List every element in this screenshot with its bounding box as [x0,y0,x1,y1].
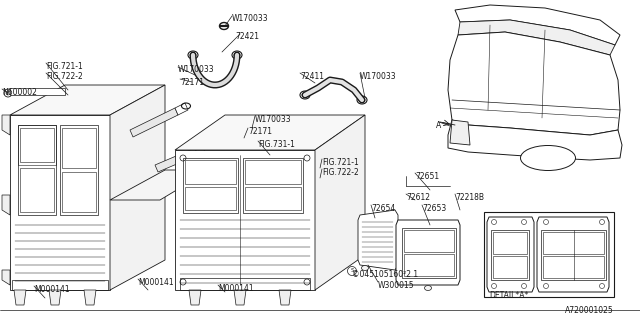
Polygon shape [2,270,10,285]
Polygon shape [10,88,65,95]
Text: ©045105160²2 1: ©045105160²2 1 [352,270,418,279]
Bar [245,187,301,210]
Polygon shape [175,115,365,150]
Text: W170033: W170033 [232,14,269,23]
Bar [543,232,604,254]
Text: S: S [350,268,354,274]
Text: 72218B: 72218B [455,193,484,202]
Text: 72612: 72612 [406,193,430,202]
Bar [402,228,456,278]
Text: N600002: N600002 [2,88,37,97]
Polygon shape [396,220,460,285]
Polygon shape [537,217,609,292]
Bar [62,128,96,168]
Bar [60,125,98,215]
Ellipse shape [520,146,575,171]
Text: M000141: M000141 [218,284,253,293]
Bar [12,280,108,290]
Polygon shape [455,5,620,45]
Text: 72411: 72411 [300,72,324,81]
Polygon shape [84,290,96,305]
Polygon shape [315,115,365,290]
Bar [185,187,236,210]
Polygon shape [175,103,188,115]
Polygon shape [189,290,201,305]
Text: 72651: 72651 [415,172,439,181]
Bar [404,230,454,252]
Ellipse shape [362,266,369,270]
Bar [493,256,527,278]
Polygon shape [110,170,210,200]
Bar [243,158,303,213]
Polygon shape [14,290,26,305]
Polygon shape [2,115,10,135]
Polygon shape [279,290,291,305]
Polygon shape [175,150,315,290]
Polygon shape [450,120,470,145]
Text: FIG.722-2: FIG.722-2 [322,168,359,177]
Text: FIG.721-1: FIG.721-1 [322,158,359,167]
Text: FIG.722-2: FIG.722-2 [46,72,83,81]
Bar [18,125,56,215]
Bar [541,230,606,280]
Polygon shape [487,217,534,292]
Ellipse shape [424,285,431,291]
Polygon shape [458,20,615,55]
Text: 72654: 72654 [371,204,396,213]
Bar [180,278,310,290]
Polygon shape [49,290,61,305]
Polygon shape [448,32,620,135]
Bar [493,232,527,254]
Bar [404,254,454,276]
Polygon shape [130,108,178,137]
Polygon shape [10,85,165,115]
Text: W170033: W170033 [178,65,214,74]
Text: FIG.731-1: FIG.731-1 [258,140,295,149]
Bar [18,125,56,165]
Bar [62,172,96,212]
Polygon shape [234,290,246,305]
Text: A720001025: A720001025 [565,306,614,315]
Bar [185,160,236,184]
Text: 72421: 72421 [235,32,259,41]
Polygon shape [2,195,10,215]
Text: W170033: W170033 [255,115,292,124]
Bar [484,212,614,297]
Polygon shape [10,115,110,290]
Text: W170033: W170033 [360,72,397,81]
Ellipse shape [220,22,228,29]
Polygon shape [358,210,398,270]
Bar [245,160,301,184]
Text: 72171: 72171 [180,78,204,87]
Bar [20,128,54,162]
Text: 72171: 72171 [248,127,272,136]
Bar [20,168,54,212]
Polygon shape [448,120,622,160]
Text: FIG.721-1: FIG.721-1 [46,62,83,71]
Text: M000141: M000141 [138,278,173,287]
Text: W300015: W300015 [378,281,415,290]
Text: M000141: M000141 [34,285,70,294]
Text: A: A [436,121,441,130]
Polygon shape [155,148,198,172]
Text: DETAIL*A*: DETAIL*A* [489,291,529,300]
Bar [183,158,238,213]
Text: 72653: 72653 [422,204,446,213]
Polygon shape [110,85,165,290]
Bar [543,256,604,278]
Bar [491,230,529,280]
